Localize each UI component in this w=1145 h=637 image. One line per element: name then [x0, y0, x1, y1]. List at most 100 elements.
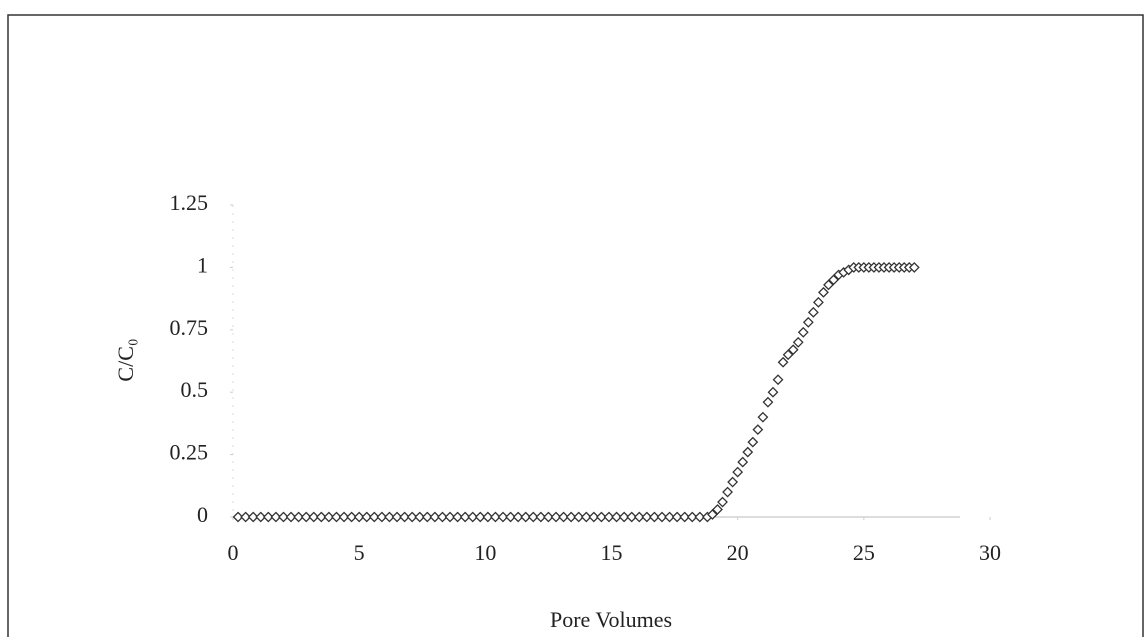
- data-point: [686, 511, 698, 523]
- x-tick-label: 5: [354, 540, 365, 565]
- data-point: [505, 511, 516, 523]
- data-point: [474, 511, 486, 523]
- data-point: [752, 424, 764, 436]
- data-point: [772, 374, 784, 386]
- data-point: [300, 511, 312, 523]
- data-point: [338, 511, 350, 523]
- data-point: [429, 511, 441, 523]
- data-point: [679, 511, 691, 523]
- data-point: [767, 386, 779, 398]
- data-point: [262, 511, 274, 523]
- data-point: [384, 511, 395, 523]
- data-point: [482, 511, 494, 523]
- data-point: [818, 286, 829, 298]
- data-point: [467, 511, 479, 523]
- data-point: [308, 511, 320, 523]
- data-point: [353, 511, 365, 523]
- data-point: [459, 511, 471, 523]
- data-point: [240, 511, 252, 523]
- data-point: [648, 511, 660, 523]
- data-point: [565, 511, 577, 523]
- data-point: [558, 511, 569, 523]
- data-point: [255, 511, 267, 523]
- data-point: [747, 436, 759, 448]
- data-point: [664, 511, 675, 523]
- data-point: [285, 511, 297, 523]
- x-tick-label: 20: [727, 540, 749, 565]
- data-point: [520, 511, 532, 523]
- data-point: [444, 511, 456, 523]
- data-point: [742, 446, 754, 458]
- data-point: [777, 356, 789, 368]
- data-point: [346, 511, 358, 523]
- data-point: [737, 456, 749, 468]
- data-point: [399, 511, 411, 523]
- x-tick-label: 15: [601, 540, 623, 565]
- data-point: [361, 511, 373, 523]
- data-point: [535, 511, 547, 523]
- data-point: [588, 511, 600, 523]
- data-point: [421, 511, 433, 523]
- data-point: [414, 511, 426, 523]
- data-point: [452, 511, 463, 523]
- data-point: [802, 316, 814, 328]
- data-point: [315, 511, 327, 523]
- data-point: [732, 466, 744, 478]
- y-tick-label: 0.5: [181, 377, 209, 402]
- data-point: [573, 511, 585, 523]
- data-point: [247, 511, 259, 523]
- data-point: [812, 296, 824, 308]
- data-point: [368, 511, 380, 523]
- frame: [7, 14, 1144, 637]
- data-point: [331, 511, 342, 523]
- data-point: [527, 511, 539, 523]
- y-axis-label: C/C₀: [113, 338, 138, 381]
- data-point: [550, 511, 562, 523]
- data-point: [828, 274, 839, 286]
- data-point: [391, 511, 403, 523]
- data-point: [641, 511, 653, 523]
- data-point: [490, 511, 501, 523]
- data-point: [618, 511, 630, 523]
- data-point: [595, 511, 607, 523]
- x-tick-label: 25: [853, 540, 875, 565]
- data-point: [712, 504, 723, 515]
- data-point: [580, 511, 592, 523]
- x-tick-label: 0: [228, 540, 239, 565]
- data-point: [656, 511, 668, 523]
- data-point: [437, 511, 448, 523]
- data-point: [782, 349, 794, 361]
- data-point: [908, 261, 920, 273]
- x-tick-label: 10: [474, 540, 496, 565]
- data-point: [787, 344, 799, 356]
- y-tick-label: 1: [197, 252, 208, 277]
- data-point: [497, 511, 509, 523]
- y-tick-label: 0.75: [170, 315, 209, 340]
- data-point: [762, 396, 774, 408]
- x-tick-label: 30: [979, 540, 1001, 565]
- data-point: [270, 511, 282, 523]
- data-point: [293, 511, 305, 523]
- data-point: [823, 279, 834, 291]
- data-point: [717, 496, 728, 508]
- y-tick-label: 0: [197, 502, 208, 527]
- data-point: [376, 511, 388, 523]
- data-point: [633, 511, 645, 523]
- data-point: [542, 511, 554, 523]
- data-point: [727, 476, 739, 488]
- y-tick-label: 0.25: [170, 440, 209, 465]
- data-point: [797, 326, 809, 338]
- data-point: [611, 511, 622, 523]
- data-point: [512, 511, 524, 523]
- data-point: [757, 411, 769, 423]
- data-point: [626, 511, 638, 523]
- y-tick-label: 1.25: [170, 190, 209, 215]
- data-point: [807, 306, 819, 318]
- data-point: [792, 336, 804, 348]
- x-axis-label: Pore Volumes: [550, 607, 672, 632]
- data-point: [671, 511, 683, 523]
- data-point: [722, 486, 733, 498]
- data-point: [694, 511, 706, 523]
- data-point: [278, 511, 289, 523]
